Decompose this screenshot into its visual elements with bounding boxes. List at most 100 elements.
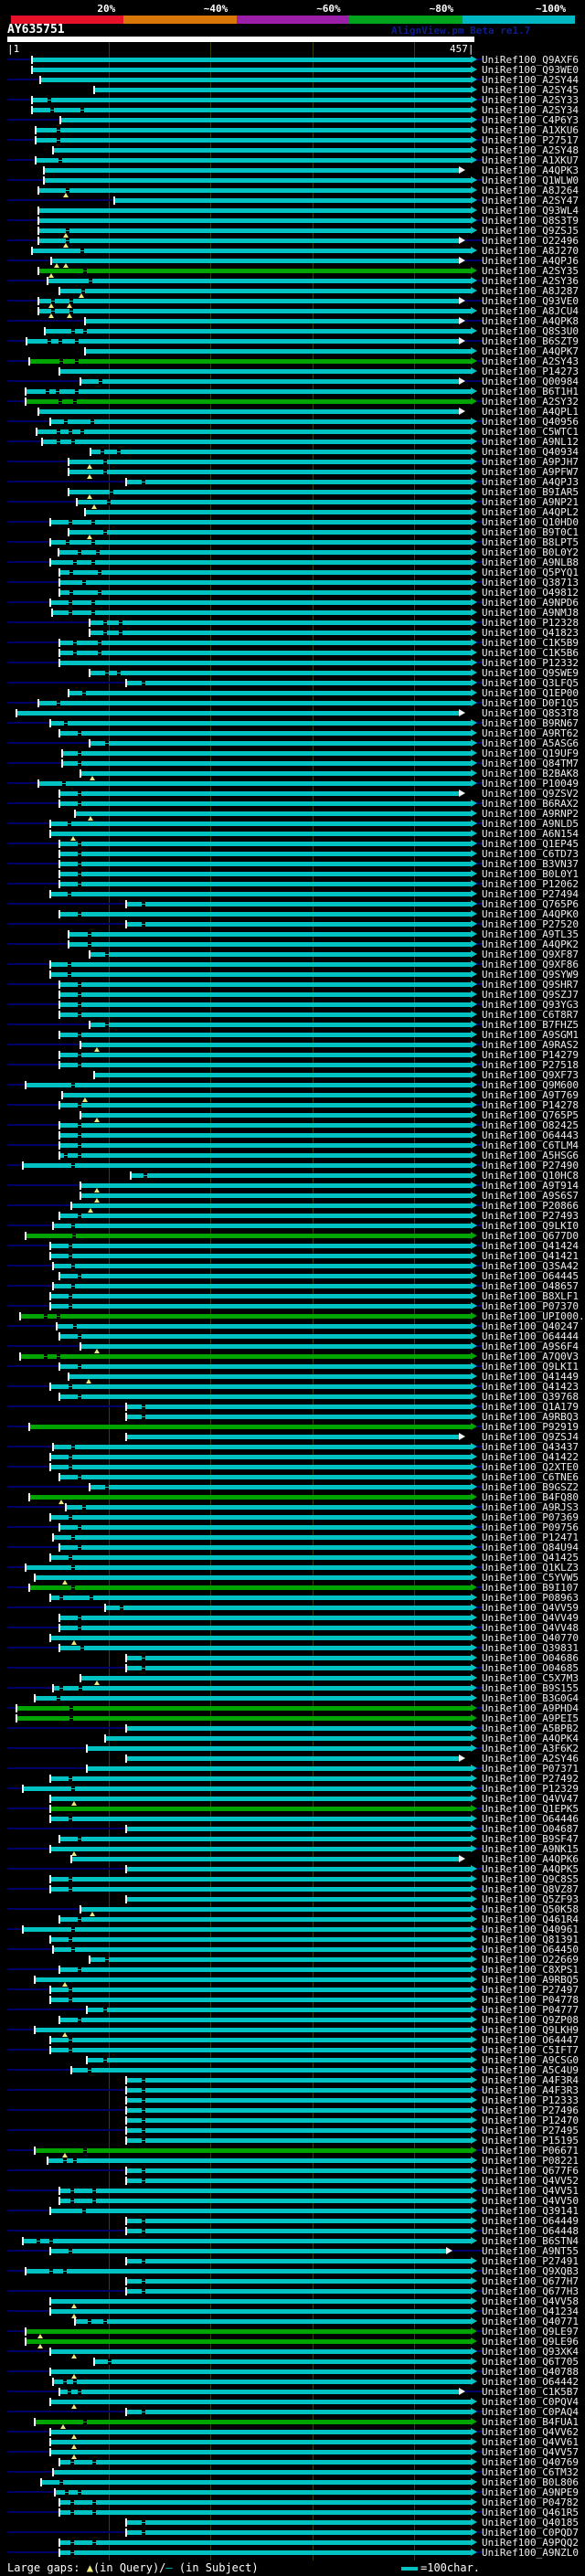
alignment-bar[interactable] [35,1575,471,1580]
alignment-bar[interactable] [80,1043,471,1047]
alignment-bar[interactable] [90,450,471,454]
subject-label[interactable]: UniRef100_B4FQ80 [482,1491,579,1503]
alignment-bar[interactable] [49,1254,471,1258]
alignment-bar[interactable] [53,1284,471,1288]
alignment-bar[interactable] [49,1304,471,1309]
alignment-bar[interactable] [16,711,459,716]
alignment-bar[interactable] [126,2118,471,2123]
alignment-bar[interactable] [90,741,471,746]
subject-label[interactable]: UniRef100_O04687 [482,1823,579,1835]
subject-label[interactable]: UniRef100_A9PEI5 [482,1712,579,1724]
subject-label[interactable]: UniRef100_Q40961 [482,1924,579,1935]
alignment-bar[interactable] [62,761,471,766]
alignment-bar[interactable] [58,641,471,645]
subject-label[interactable]: UniRef100_C6TD73 [482,848,579,860]
alignment-bar[interactable] [58,992,471,997]
alignment-bar[interactable] [58,661,471,665]
alignment-bar[interactable] [104,1606,471,1610]
alignment-bar[interactable] [38,309,471,313]
subject-label[interactable]: UniRef100_O49812 [482,587,579,599]
alignment-bar[interactable] [58,1063,471,1067]
alignment-bar[interactable] [37,429,471,434]
subject-label[interactable]: UniRef100_Q5PYQ1 [482,567,579,578]
subject-label[interactable]: UniRef100_B9IAR5 [482,486,579,498]
subject-label[interactable]: UniRef100_A9CSG0 [482,2054,579,2066]
alignment-bar[interactable] [68,691,471,695]
subject-label[interactable]: UniRef100_B2BAK8 [482,768,579,779]
subject-label[interactable]: UniRef100_A4F3R3 [482,2084,579,2096]
subject-label[interactable]: UniRef100_P27492 [482,1773,579,1785]
subject-label[interactable]: UniRef100_Q10HD0 [482,516,579,528]
subject-label[interactable]: UniRef100_A4QPJ6 [482,255,579,267]
alignment-bar[interactable] [80,1676,471,1680]
subject-label[interactable]: UniRef100_Q41234 [482,2306,579,2317]
subject-label[interactable]: UniRef100_B7FHZ5 [482,1019,579,1031]
subject-label[interactable]: UniRef100_B8XLF1 [482,1290,579,1302]
alignment-bar[interactable] [126,2520,471,2525]
subject-label[interactable]: UniRef100_Q4VV51 [482,2185,579,2197]
alignment-bar[interactable] [58,2540,471,2545]
alignment-bar[interactable] [26,1565,471,1570]
subject-label[interactable]: UniRef100_C5X7M3 [482,1672,579,1684]
subject-label[interactable]: UniRef100_Q84TM7 [482,758,579,769]
subject-label[interactable]: UniRef100_Q41421 [482,1250,579,1262]
subject-label[interactable]: UniRef100_Q4VV62 [482,2426,579,2438]
subject-label[interactable]: UniRef100_Q40247 [482,1320,579,1332]
subject-label[interactable]: UniRef100_A9T914 [482,1180,579,1192]
alignment-bar[interactable] [126,2289,471,2294]
alignment-bar[interactable] [126,2078,471,2083]
alignment-bar[interactable] [58,590,471,595]
alignment-bar[interactable] [27,339,459,344]
subject-label[interactable]: UniRef100_Q41449 [482,1371,579,1383]
alignment-bar[interactable] [58,1917,471,1922]
subject-label[interactable]: UniRef100_Q93WL4 [482,205,579,217]
subject-label[interactable]: UniRef100_Q9ZP08 [482,2014,579,2026]
subject-label[interactable]: UniRef100_A9S6S7 [482,1190,579,1202]
subject-label[interactable]: UniRef100_A8J287 [482,285,579,297]
subject-label[interactable]: UniRef100_B9GSZ2 [482,1481,579,1493]
alignment-bar[interactable] [58,2460,471,2465]
subject-label[interactable]: UniRef100_Q9LE96 [482,2336,579,2348]
subject-label[interactable]: UniRef100_Q677H3 [482,2285,579,2297]
alignment-bar[interactable] [31,98,471,102]
subject-label[interactable]: UniRef100_Q1A179 [482,1401,579,1413]
alignment-bar[interactable] [126,2410,471,2414]
subject-label[interactable]: UniRef100_O48657 [482,1280,579,1292]
subject-label[interactable]: UniRef100_P27517 [482,134,579,146]
subject-label[interactable]: UniRef100_A9T769 [482,1089,579,1101]
subject-label[interactable]: UniRef100_B6T1H1 [482,386,579,398]
alignment-bar[interactable] [58,1545,471,1550]
alignment-bar[interactable] [104,1736,471,1741]
alignment-bar[interactable] [49,1847,471,1851]
subject-label[interactable]: UniRef100_A4QPK7 [482,345,579,357]
subject-label[interactable]: UniRef100_B8LPT5 [482,536,579,548]
subject-label[interactable]: UniRef100_Q9XQB3 [482,2265,579,2277]
subject-label[interactable]: UniRef100_C0PAQ4 [482,2406,579,2418]
subject-label[interactable]: UniRef100_A9RNP2 [482,808,579,820]
subject-label[interactable]: UniRef100_A9NMJ8 [482,607,579,619]
subject-label[interactable]: UniRef100_Q43437 [482,1441,579,1453]
subject-label[interactable]: UniRef100_O64446 [482,1813,579,1825]
subject-label[interactable]: UniRef100_P08963 [482,1592,579,1604]
alignment-bar[interactable] [49,2369,471,2374]
subject-label[interactable]: UniRef100_A4QPL1 [482,406,579,418]
alignment-bar[interactable] [66,1505,471,1510]
alignment-bar[interactable] [80,379,459,384]
alignment-bar[interactable] [49,1595,471,1600]
alignment-bar[interactable] [49,1294,471,1299]
subject-label[interactable]: UniRef100_A9NPE9 [482,2486,579,2498]
alignment-bar[interactable] [58,1364,471,1369]
subject-label[interactable]: UniRef100_B4FUA1 [482,2416,579,2428]
alignment-bar[interactable] [68,1374,471,1379]
alignment-bar[interactable] [58,1033,471,1037]
alignment-bar[interactable] [20,1314,471,1319]
subject-label[interactable]: UniRef100_A4QPK3 [482,164,579,176]
alignment-bar[interactable] [22,1927,471,1932]
subject-label[interactable]: UniRef100_O82425 [482,1119,579,1131]
alignment-bar[interactable] [58,862,471,866]
subject-label[interactable]: UniRef100_Q9SZJ7 [482,989,579,1001]
subject-label[interactable]: UniRef100_Q40788 [482,2366,579,2378]
alignment-bar[interactable] [90,1485,471,1489]
alignment-bar[interactable] [49,1937,471,1942]
alignment-bar[interactable] [58,1967,471,1972]
